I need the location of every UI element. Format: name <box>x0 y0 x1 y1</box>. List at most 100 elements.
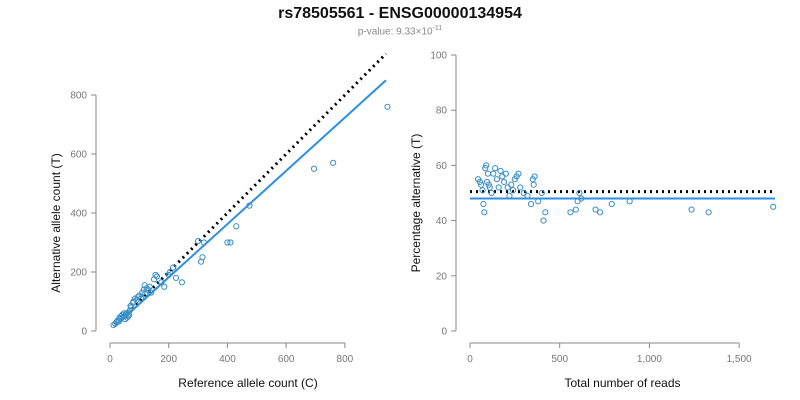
panel2-data-point <box>572 206 579 213</box>
panel2-data-point <box>486 184 493 191</box>
panel1-data-point <box>330 159 337 166</box>
panel2-y-tick-label: 100 <box>430 51 447 62</box>
panel1-data-point <box>178 279 186 286</box>
panel2-x-tick-label: 1,500 <box>727 354 752 365</box>
panel2-data-point <box>506 192 513 199</box>
panel1-data-point <box>172 274 180 281</box>
panel2-data-point <box>576 189 583 197</box>
panel1-data-point <box>246 202 253 209</box>
panel2-data-point <box>527 200 535 208</box>
panel2-data-point <box>608 200 615 208</box>
panel1-y-tick-label: 200 <box>70 268 87 279</box>
panel2-data-point <box>578 195 585 202</box>
panel2-data-point <box>478 181 485 188</box>
panel2-data-point <box>485 181 492 188</box>
panel2-data-point <box>488 189 495 197</box>
panel1-y-axis-label: Alternative allele count (T) <box>49 153 63 292</box>
panel2-data-point <box>531 173 538 180</box>
panel2-data-point <box>515 170 522 177</box>
panel2-x-axis-label: Total number of reads <box>564 376 680 390</box>
panel2-data-point <box>592 206 599 213</box>
panel1-data-point <box>125 311 133 318</box>
panel2-data-point <box>509 187 517 194</box>
panel1-data-point <box>152 271 159 279</box>
panel2-data-point <box>596 209 604 216</box>
panel2-data-point <box>524 192 531 199</box>
panel2-data-point <box>483 162 490 169</box>
panel2-y-tick-label: 20 <box>436 271 448 282</box>
panel1-data-point <box>146 283 153 290</box>
panel1-data-point <box>126 307 134 314</box>
panel1-x-axis-label: Reference allele count (C) <box>178 376 317 390</box>
panel1-data-point <box>158 279 165 286</box>
panel1-data-point <box>137 295 144 302</box>
panel2-data-point <box>502 170 509 177</box>
panel1-data-point <box>143 285 150 292</box>
p-value-exponent: -11 <box>432 25 443 32</box>
panel1-data-point <box>227 239 234 246</box>
panel1-x-tick-label: 600 <box>278 354 295 365</box>
panel1-reference-line <box>126 52 388 315</box>
panel1-x-tick-label: 800 <box>337 354 354 365</box>
panel2-y-tick-label: 40 <box>436 216 448 227</box>
panel2-data-point <box>482 165 489 172</box>
panel2-data-point <box>481 209 488 216</box>
panel1-y-tick-label: 800 <box>70 91 87 102</box>
panel1-data-point <box>199 254 206 261</box>
panel1-data-point <box>142 291 149 298</box>
panel1-data-point <box>148 289 155 296</box>
panel2-data-point <box>490 170 497 177</box>
panel1-data-point <box>134 293 141 301</box>
panel2-data-point <box>688 206 695 213</box>
panel2-data-point <box>500 178 508 186</box>
panel2-data-point <box>508 181 515 188</box>
panel2-y-tick-label: 60 <box>436 161 448 172</box>
panel1-x-tick-label: 400 <box>219 354 236 365</box>
panel2-data-point <box>484 170 492 177</box>
panel2-data-point <box>517 184 524 191</box>
panel1-data-point <box>130 298 137 305</box>
panel2-data-point <box>770 203 777 210</box>
panel2-data-point <box>493 176 501 183</box>
panel2-data-point <box>567 209 574 216</box>
panel2-data-point <box>542 209 549 216</box>
panel1-data-point <box>165 271 172 279</box>
panel2-data-point <box>479 187 486 194</box>
panel2-data-point <box>504 184 511 191</box>
panel2-y-tick-label: 80 <box>436 106 448 117</box>
panel1-data-point <box>167 268 174 276</box>
panel1-data-point <box>200 239 208 246</box>
panel1-y-tick-label: 0 <box>81 327 87 338</box>
panel1-data-point <box>131 295 139 302</box>
panel1-data-point <box>170 264 177 271</box>
panel2-data-point <box>530 181 537 188</box>
panel2-x-tick-label: 1,000 <box>637 354 662 365</box>
panel1-x-tick-label: 200 <box>160 354 177 365</box>
panel2-data-point <box>705 209 712 216</box>
panel1-y-tick-label: 600 <box>70 150 87 161</box>
panel1-data-point <box>139 289 146 296</box>
panel2-data-point <box>626 198 633 205</box>
panel2-x-tick-label: 0 <box>467 354 473 365</box>
panel2-data-point <box>492 165 499 172</box>
p-value-text: p-value: 9.33×10 <box>357 26 433 38</box>
panel1-data-point <box>194 237 202 245</box>
panel2-data-point <box>495 184 502 191</box>
panel2-data-point <box>499 173 506 180</box>
panel1-data-point <box>161 283 168 290</box>
panel1-data-point <box>310 165 318 172</box>
panel1-x-tick-label: 0 <box>107 354 113 365</box>
panel1-data-point <box>153 273 161 280</box>
chart-subtitle: p-value: 9.33×10-11 <box>0 25 800 37</box>
panel2-x-tick-label: 500 <box>551 354 568 365</box>
panel2-y-axis-label: Percentage alternative (T) <box>409 134 423 273</box>
panel1-data-point <box>384 103 391 110</box>
panel1-data-point <box>233 223 240 230</box>
panel1-data-point <box>224 239 231 246</box>
panel2-data-point <box>538 189 545 197</box>
panel2-y-tick-label: 0 <box>441 327 447 338</box>
panel1-y-tick-label: 400 <box>70 209 87 220</box>
panel2-data-point <box>480 200 487 208</box>
panel2-data-point <box>535 198 542 205</box>
